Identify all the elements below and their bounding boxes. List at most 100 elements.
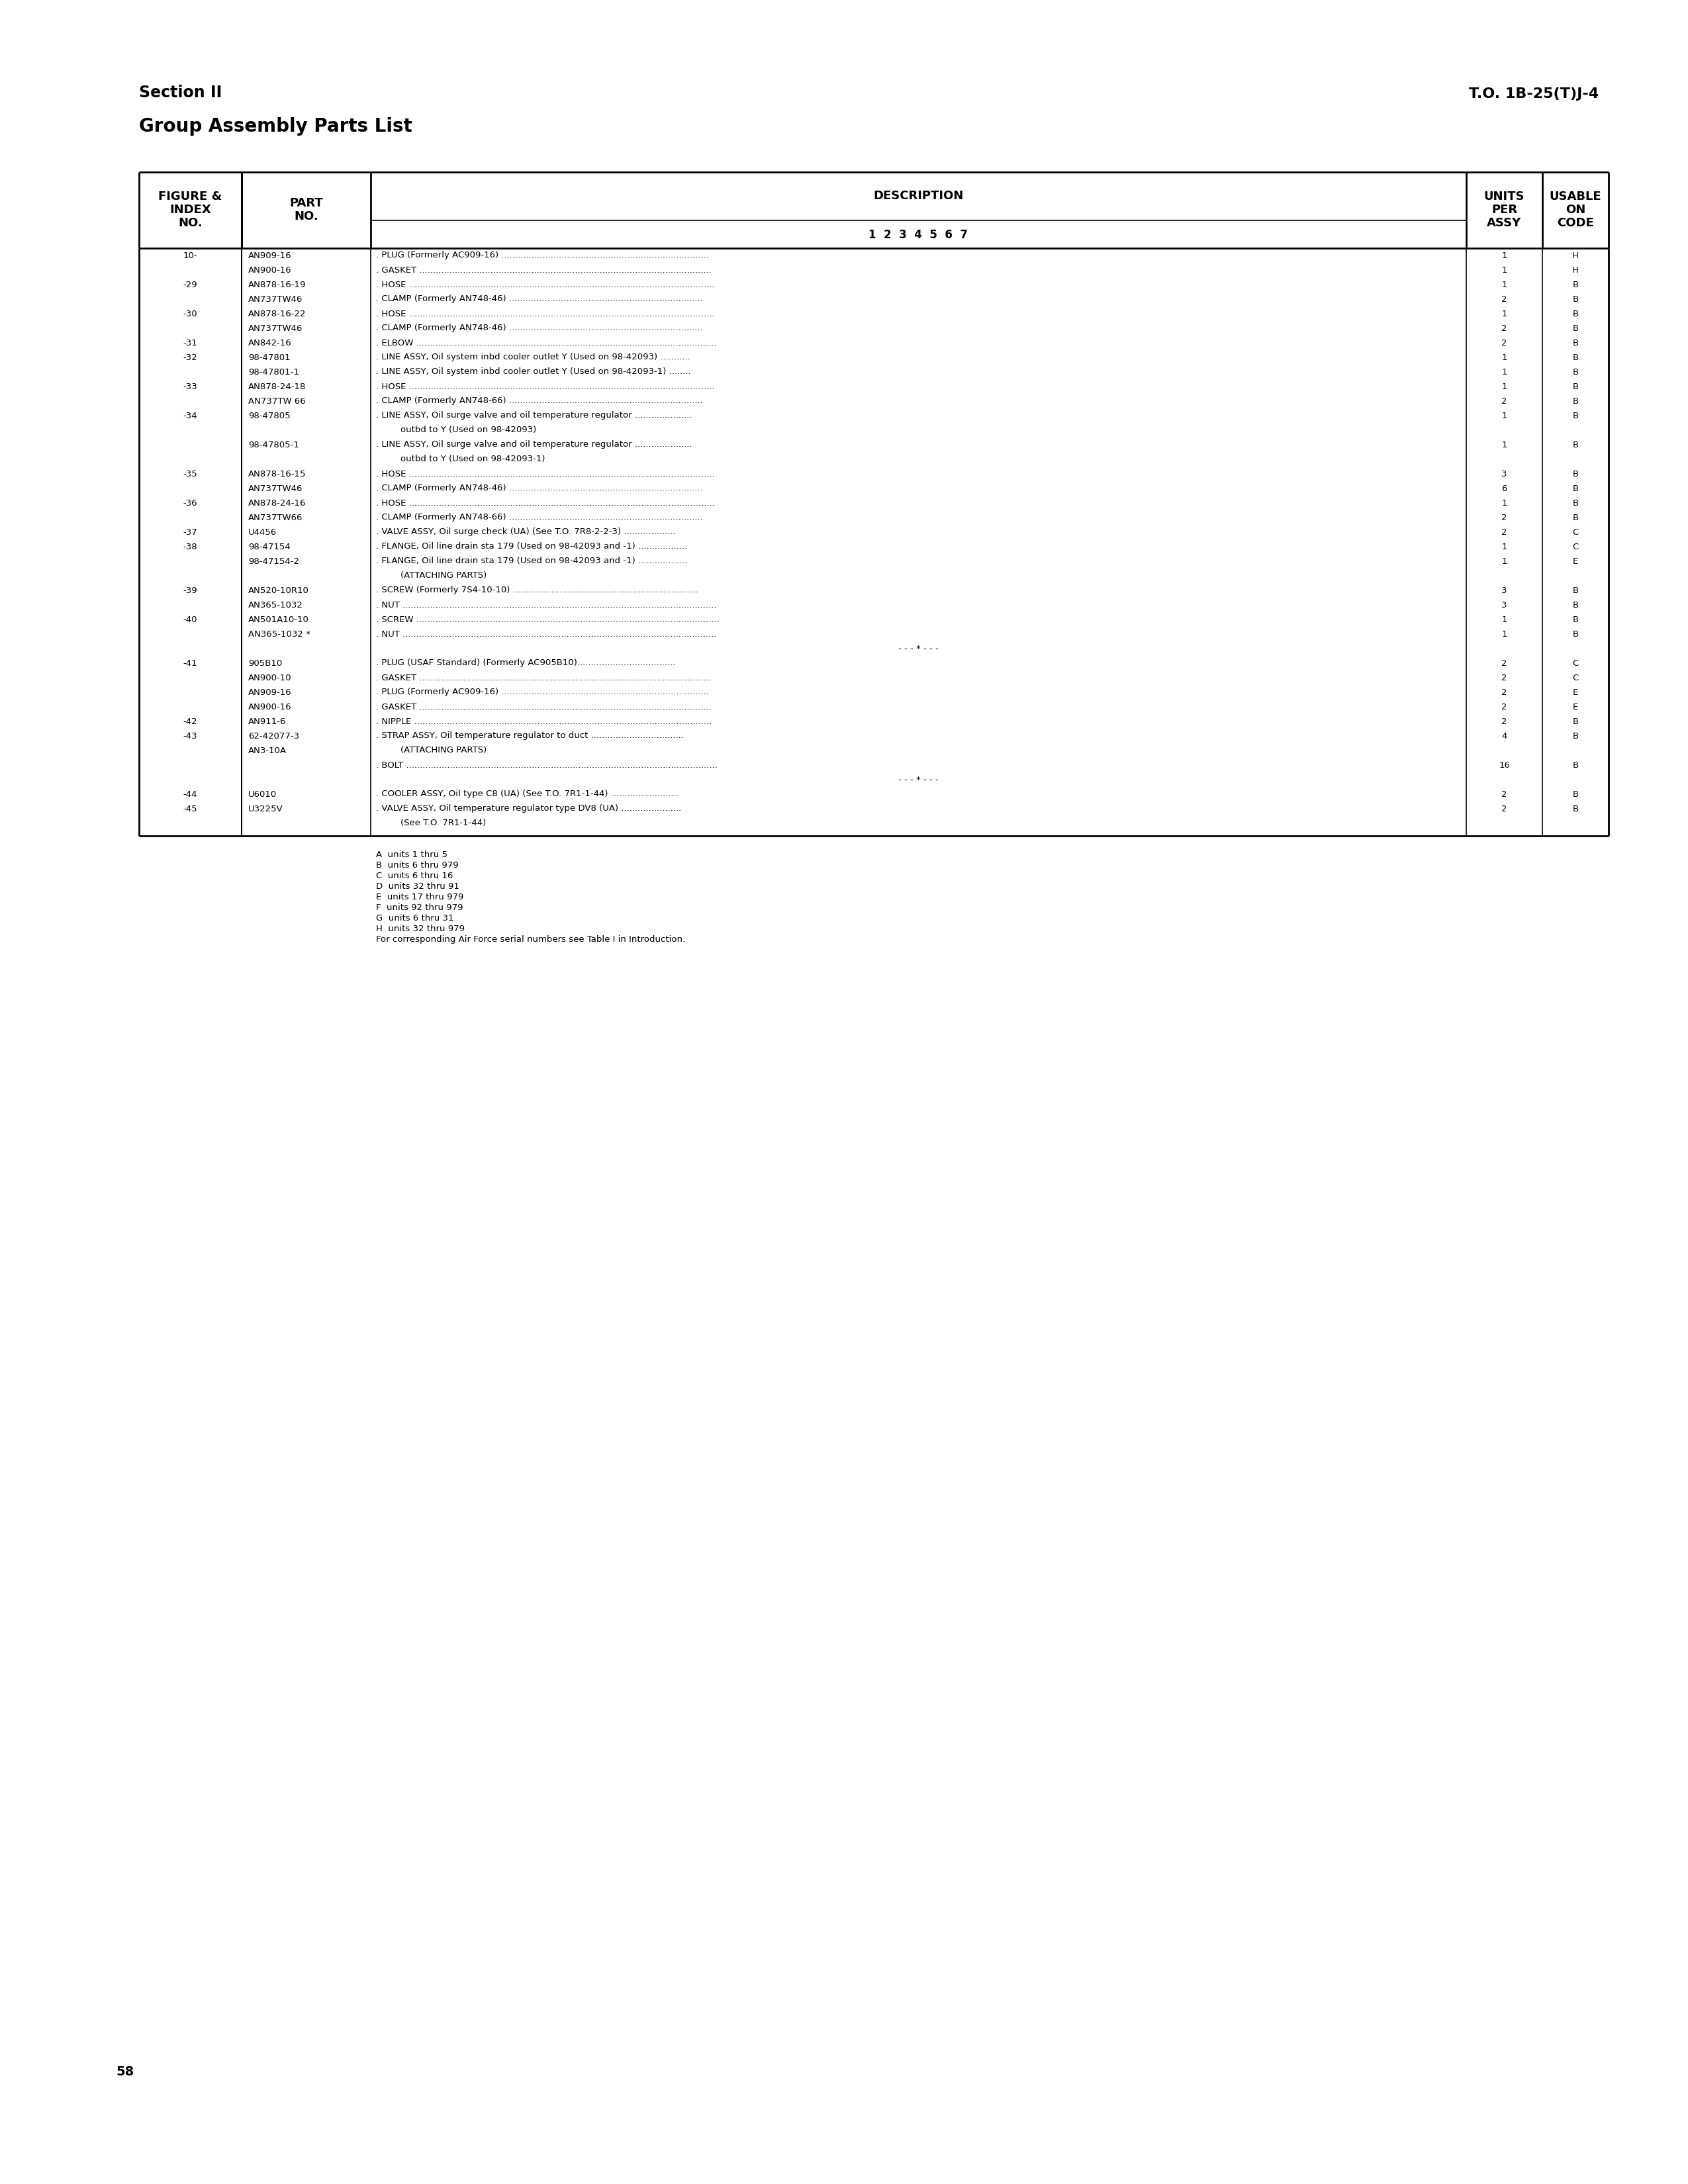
Text: -45: -45 [184,804,197,812]
Text: . FLANGE, Oil line drain sta 179 (Used on 98-42093 and -1) ..................: . FLANGE, Oil line drain sta 179 (Used o… [376,542,687,550]
Text: . PLUG (USAF Standard) (Formerly AC905B10)....................................: . PLUG (USAF Standard) (Formerly AC905B1… [376,660,675,668]
Text: . HOSE .........................................................................: . HOSE .................................… [376,498,714,507]
Text: 10-: 10- [184,251,197,260]
Text: . CLAMP (Formerly AN748-46) ....................................................: . CLAMP (Formerly AN748-46) ............… [376,485,702,494]
Text: 2: 2 [1502,323,1507,332]
Text: . NIPPLE .......................................................................: . NIPPLE ...............................… [376,716,712,725]
Text: AN878-16-15: AN878-16-15 [248,470,306,478]
Text: AN878-24-16: AN878-24-16 [248,498,306,507]
Text: 2: 2 [1502,529,1507,537]
Text: 98-47801-1: 98-47801-1 [248,367,299,376]
Text: B: B [1573,295,1578,304]
Text: -34: -34 [184,411,197,419]
Text: 2: 2 [1502,716,1507,725]
Text: . ELBOW ........................................................................: . ELBOW ................................… [376,339,716,347]
Text: B: B [1573,411,1578,419]
Text: -29: -29 [184,280,197,288]
Text: B: B [1573,310,1578,319]
Text: - - - * - - -: - - - * - - - [898,644,939,653]
Text: -42: -42 [184,716,197,725]
Text: . GASKET .......................................................................: . GASKET ...............................… [376,703,711,712]
Text: -36: -36 [184,498,197,507]
Text: . LINE ASSY, Oil surge valve and oil temperature regulator .....................: . LINE ASSY, Oil surge valve and oil tem… [376,411,692,419]
Text: 905B10: 905B10 [248,660,282,668]
Text: C: C [1573,660,1578,668]
Text: B: B [1573,791,1578,799]
Text: . HOSE .........................................................................: . HOSE .................................… [376,280,714,288]
Text: C: C [1573,529,1578,537]
Text: 1: 1 [1502,251,1507,260]
Text: . STRAP ASSY, Oil temperature regulator to duct ................................: . STRAP ASSY, Oil temperature regulator … [376,732,684,740]
Text: 98-47801: 98-47801 [248,354,290,363]
Text: USABLE: USABLE [1550,190,1602,203]
Text: B: B [1573,323,1578,332]
Text: 2: 2 [1502,295,1507,304]
Text: B: B [1573,760,1578,769]
Text: A  units 1 thru 5: A units 1 thru 5 [376,850,447,858]
Text: -33: -33 [182,382,197,391]
Text: For corresponding Air Force serial numbers see Table I in Introduction.: For corresponding Air Force serial numbe… [376,935,685,943]
Text: B: B [1573,601,1578,609]
Text: 1: 1 [1502,310,1507,319]
Text: - - - * - - -: - - - * - - - [898,775,939,784]
Text: FIGURE &: FIGURE & [159,190,223,203]
Text: . NUT ..........................................................................: . NUT ..................................… [376,629,717,638]
Text: -35: -35 [182,470,197,478]
Text: 62-42077-3: 62-42077-3 [248,732,299,740]
Text: AN911-6: AN911-6 [248,716,287,725]
Text: D  units 32 thru 91: D units 32 thru 91 [376,882,459,891]
Text: . VALVE ASSY, Oil temperature regulator type DV8 (UA) ......................: . VALVE ASSY, Oil temperature regulator … [376,804,682,812]
Text: 1: 1 [1502,382,1507,391]
Text: E: E [1573,688,1578,697]
Text: B: B [1573,382,1578,391]
Text: . HOSE .........................................................................: . HOSE .................................… [376,382,714,391]
Text: B: B [1573,354,1578,363]
Text: CODE: CODE [1556,218,1593,229]
Text: . HOSE .........................................................................: . HOSE .................................… [376,470,714,478]
Text: C: C [1573,673,1578,681]
Text: outbd to Y (Used on 98-42093): outbd to Y (Used on 98-42093) [400,426,537,435]
Text: . NUT ..........................................................................: . NUT ..................................… [376,601,717,609]
Text: . HOSE .........................................................................: . HOSE .................................… [376,310,714,319]
Text: -40: -40 [184,616,197,625]
Text: 2: 2 [1502,513,1507,522]
Text: 2: 2 [1502,703,1507,712]
Text: INDEX: INDEX [169,203,211,216]
Text: 98-47154-2: 98-47154-2 [248,557,299,566]
Text: E: E [1573,703,1578,712]
Text: 2: 2 [1502,397,1507,406]
Text: H  units 32 thru 979: H units 32 thru 979 [376,924,464,933]
Text: AN878-16-19: AN878-16-19 [248,280,306,288]
Text: 4: 4 [1502,732,1507,740]
Text: AN737TW46: AN737TW46 [248,485,302,494]
Text: 1: 1 [1502,441,1507,450]
Text: NO.: NO. [179,218,203,229]
Text: -41: -41 [184,660,197,668]
Text: B: B [1573,732,1578,740]
Text: -38: -38 [184,542,197,550]
Text: B: B [1573,367,1578,376]
Text: AN737TW66: AN737TW66 [248,513,302,522]
Text: -39: -39 [184,585,197,594]
Text: 6: 6 [1502,485,1507,494]
Text: 2: 2 [1502,339,1507,347]
Text: (ATTACHING PARTS): (ATTACHING PARTS) [400,747,486,756]
Text: 98-47805: 98-47805 [248,411,290,419]
Text: . CLAMP (Formerly AN748-66) ....................................................: . CLAMP (Formerly AN748-66) ............… [376,397,702,406]
Text: B  units 6 thru 979: B units 6 thru 979 [376,860,459,869]
Text: 98-47154: 98-47154 [248,542,290,550]
Text: AN520-10R10: AN520-10R10 [248,585,309,594]
Text: U6010: U6010 [248,791,277,799]
Text: 1: 1 [1502,557,1507,566]
Text: 1: 1 [1502,411,1507,419]
Text: -44: -44 [184,791,197,799]
Text: 3: 3 [1502,470,1507,478]
Text: 3: 3 [1502,601,1507,609]
Text: Group Assembly Parts List: Group Assembly Parts List [138,118,412,135]
Text: -43: -43 [184,732,197,740]
Text: (ATTACHING PARTS): (ATTACHING PARTS) [400,572,486,581]
Text: B: B [1573,585,1578,594]
Text: AN365-1032 *: AN365-1032 * [248,629,311,638]
Text: . GASKET .......................................................................: . GASKET ...............................… [376,673,711,681]
Text: PER: PER [1492,203,1518,216]
